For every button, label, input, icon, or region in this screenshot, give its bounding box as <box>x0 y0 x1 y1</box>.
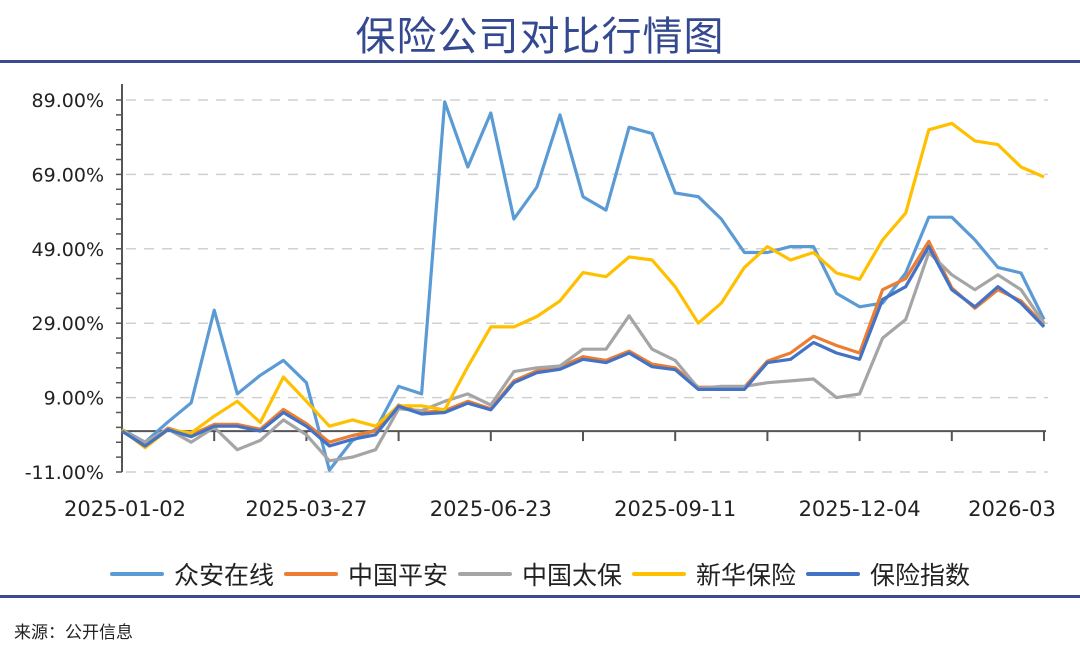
legend-swatch <box>457 572 512 576</box>
y-tick-label: 29.00% <box>32 313 104 335</box>
series-line-1 <box>121 100 1046 472</box>
series-line-5 <box>121 245 1046 448</box>
legend-item: 新华保险 <box>632 556 796 592</box>
legend-label: 新华保险 <box>696 561 797 590</box>
x-tick-label: 2025-06-23 <box>430 497 552 521</box>
legend-label: 保险指数 <box>870 561 971 590</box>
line-chart: 89.00% 69.00% 49.00% 29.00% 9.00% -11.00% 2025… <box>25 84 1056 521</box>
legend-item: 众安在线 <box>109 556 274 592</box>
legend-swatch <box>109 572 164 576</box>
legend-swatch <box>632 572 686 576</box>
y-tick-label: 69.00% <box>32 164 104 186</box>
legend-swatch <box>283 572 338 576</box>
x-tick-label: 2026-03 <box>968 497 1056 521</box>
x-tick-label: 2025-09-11 <box>614 497 736 521</box>
title-rule <box>0 60 1080 63</box>
x-tick-label: 2025-03-27 <box>245 497 367 521</box>
legend-item: 中国太保 <box>457 556 622 592</box>
series-line-4 <box>121 121 1045 450</box>
legend-label: 中国平安 <box>347 561 448 590</box>
chart-title: 保险公司对比行情图 <box>355 14 725 60</box>
y-tick-label: 9.00% <box>44 388 104 410</box>
legend: 众安在线 中国平安 中国太保 新华保险 保险指数 <box>0 556 1080 592</box>
legend-item: 中国平安 <box>283 556 448 592</box>
legend-label: 中国太保 <box>521 561 622 590</box>
source-note: 来源：公开信息 <box>14 623 133 643</box>
legend-item: 保险指数 <box>806 556 970 592</box>
series-line-3 <box>121 250 1046 463</box>
footer-rule <box>0 595 1080 598</box>
x-tick-label: 2025-01-02 <box>64 497 186 521</box>
series-line-2 <box>121 239 1046 446</box>
y-tick-label: 89.00% <box>32 90 104 112</box>
y-tick-label: 49.00% <box>32 239 104 261</box>
legend-swatch <box>806 572 861 576</box>
y-tick-label: -11.00% <box>25 462 104 484</box>
legend-label: 众安在线 <box>173 561 274 590</box>
x-tick-label: 2025-12-04 <box>799 497 921 521</box>
